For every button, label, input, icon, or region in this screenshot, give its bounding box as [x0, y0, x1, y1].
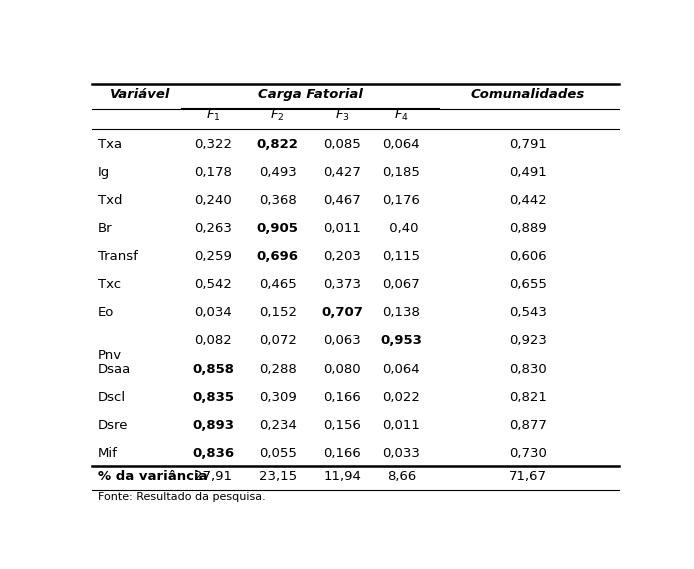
Text: 0,830: 0,830 [509, 362, 547, 376]
Text: 0,080: 0,080 [323, 362, 361, 376]
Text: 0,033: 0,033 [382, 447, 421, 460]
Text: 0,085: 0,085 [323, 138, 361, 151]
Text: 0,166: 0,166 [323, 447, 361, 460]
Text: $\mathit{F_4}$: $\mathit{F_4}$ [394, 108, 409, 123]
Text: Carga Fatorial: Carga Fatorial [257, 88, 362, 101]
Text: 0,889: 0,889 [509, 222, 547, 235]
Text: 0,240: 0,240 [194, 194, 232, 207]
Text: 0,055: 0,055 [259, 447, 296, 460]
Text: $\mathit{F_2}$: $\mathit{F_2}$ [271, 108, 285, 123]
Text: Transf: Transf [97, 250, 137, 263]
Text: 0,465: 0,465 [259, 278, 296, 291]
Text: 0,115: 0,115 [382, 250, 421, 263]
Text: $\mathit{F_3}$: $\mathit{F_3}$ [335, 108, 350, 123]
Text: 0,655: 0,655 [509, 278, 547, 291]
Text: 0,606: 0,606 [509, 250, 547, 263]
Text: Pnv: Pnv [97, 349, 121, 362]
Text: 0,185: 0,185 [382, 166, 421, 179]
Text: 0,064: 0,064 [382, 138, 420, 151]
Text: 0,877: 0,877 [509, 419, 547, 432]
Text: 0,022: 0,022 [382, 391, 421, 404]
Text: 0,493: 0,493 [259, 166, 296, 179]
Text: 23,15: 23,15 [259, 470, 297, 483]
Text: 0,923: 0,923 [509, 335, 547, 348]
Text: 0,707: 0,707 [321, 306, 363, 319]
Text: $\mathit{F_1}$: $\mathit{F_1}$ [206, 108, 221, 123]
Text: 0,821: 0,821 [509, 391, 547, 404]
Text: Variável: Variável [110, 88, 171, 101]
Text: 0,156: 0,156 [323, 419, 361, 432]
Text: % da variância: % da variância [97, 470, 207, 483]
Text: 0,011: 0,011 [382, 419, 421, 432]
Text: 0,543: 0,543 [509, 306, 547, 319]
Text: Ig: Ig [97, 166, 110, 179]
Text: 0,138: 0,138 [382, 306, 421, 319]
Text: 0,152: 0,152 [259, 306, 297, 319]
Text: Txa: Txa [97, 138, 121, 151]
Text: 71,67: 71,67 [509, 470, 547, 483]
Text: Mif: Mif [97, 447, 117, 460]
Text: 0,034: 0,034 [194, 306, 232, 319]
Text: 0,263: 0,263 [194, 222, 232, 235]
Text: 0,835: 0,835 [192, 391, 234, 404]
Text: Comunalidades: Comunalidades [471, 88, 585, 101]
Text: Dsre: Dsre [97, 419, 128, 432]
Text: 0,730: 0,730 [509, 447, 547, 460]
Text: Txc: Txc [97, 278, 121, 291]
Text: 0,166: 0,166 [323, 391, 361, 404]
Text: Txd: Txd [97, 194, 122, 207]
Text: 0,011: 0,011 [323, 222, 361, 235]
Text: Fonte: Resultado da pesquisa.: Fonte: Resultado da pesquisa. [97, 492, 265, 502]
Text: 0,203: 0,203 [323, 250, 361, 263]
Text: 0,442: 0,442 [509, 194, 547, 207]
Text: 0,542: 0,542 [194, 278, 232, 291]
Text: 0,067: 0,067 [382, 278, 421, 291]
Text: 0,259: 0,259 [194, 250, 232, 263]
Text: 0,322: 0,322 [194, 138, 232, 151]
Text: 0,072: 0,072 [259, 335, 296, 348]
Text: 0,234: 0,234 [259, 419, 296, 432]
Text: 0,309: 0,309 [259, 391, 296, 404]
Text: 0,791: 0,791 [509, 138, 547, 151]
Text: 11,94: 11,94 [323, 470, 361, 483]
Text: 0,491: 0,491 [509, 166, 547, 179]
Text: 0,082: 0,082 [194, 335, 232, 348]
Text: 0,064: 0,064 [382, 362, 420, 376]
Text: 0,178: 0,178 [194, 166, 232, 179]
Text: 0,953: 0,953 [380, 335, 423, 348]
Text: 0,905: 0,905 [257, 222, 298, 235]
Text: 0,063: 0,063 [323, 335, 361, 348]
Text: 0,822: 0,822 [257, 138, 298, 151]
Text: 27,91: 27,91 [194, 470, 232, 483]
Text: Dsaa: Dsaa [97, 362, 130, 376]
Text: 0,373: 0,373 [323, 278, 362, 291]
Text: Br: Br [97, 222, 112, 235]
Text: 0,176: 0,176 [382, 194, 421, 207]
Text: 0,858: 0,858 [192, 362, 234, 376]
Text: Eo: Eo [97, 306, 114, 319]
Text: 0,893: 0,893 [192, 419, 234, 432]
Text: 0,467: 0,467 [323, 194, 361, 207]
Text: 0,836: 0,836 [192, 447, 234, 460]
Text: 0,288: 0,288 [259, 362, 296, 376]
Text: 0,368: 0,368 [259, 194, 296, 207]
Text: 0,427: 0,427 [323, 166, 361, 179]
Text: 8,66: 8,66 [387, 470, 416, 483]
Text: Dscl: Dscl [97, 391, 126, 404]
Text: 0,40: 0,40 [384, 222, 418, 235]
Text: 0,696: 0,696 [257, 250, 298, 263]
